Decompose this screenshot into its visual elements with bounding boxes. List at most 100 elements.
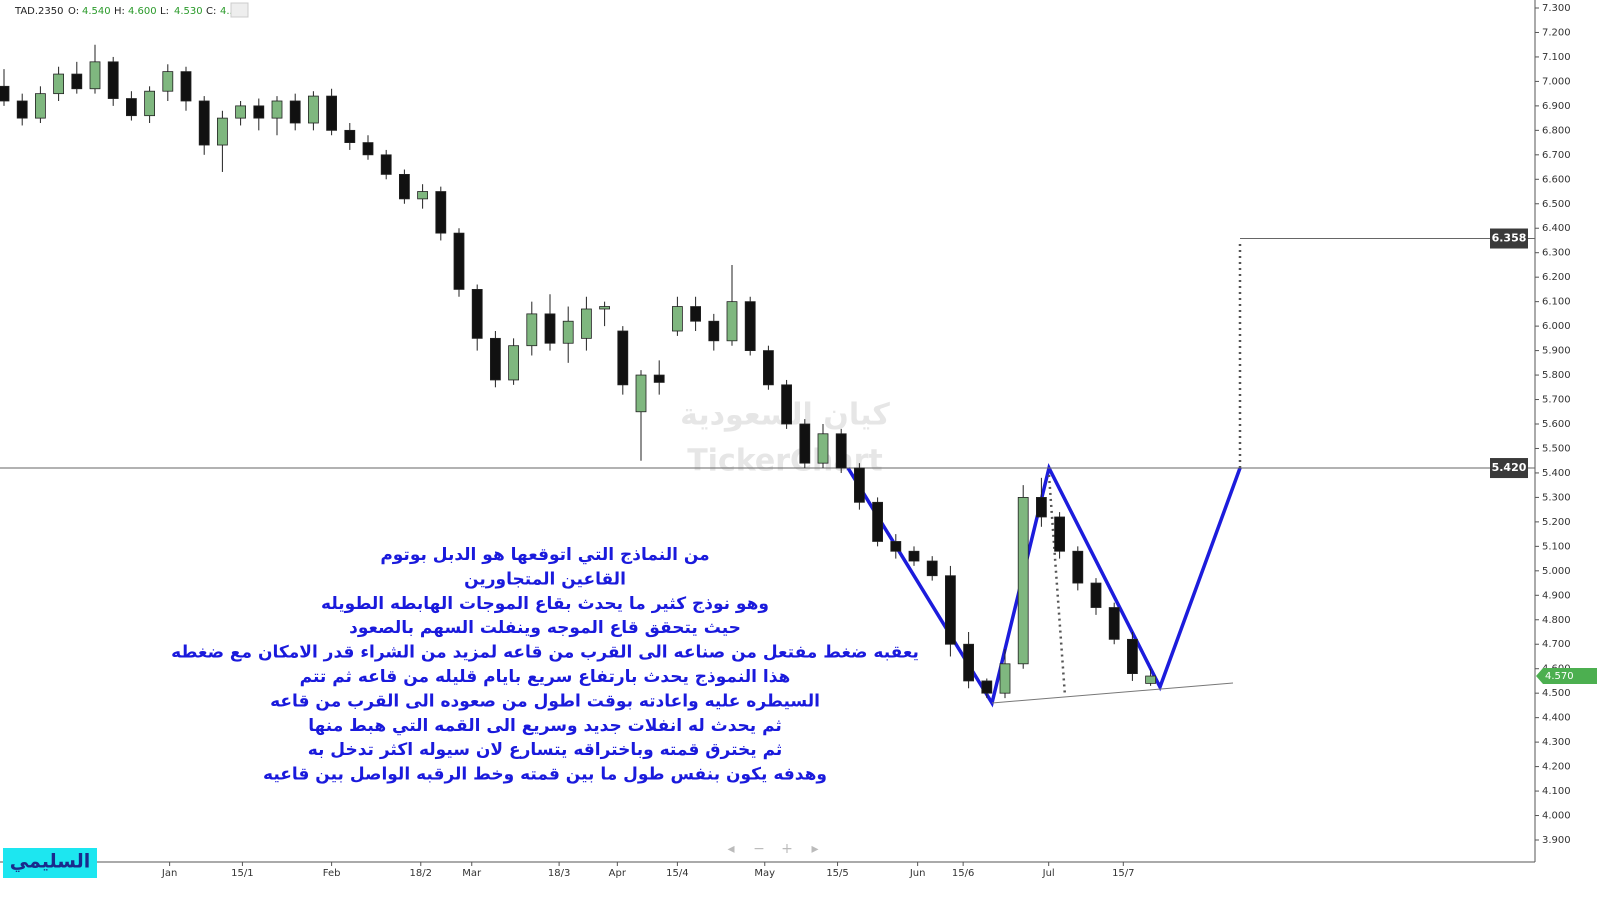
candle-body bbox=[726, 301, 738, 342]
y-tick-label: 5.000 bbox=[1542, 566, 1571, 577]
ohlc-value: 4.530 bbox=[174, 6, 203, 17]
ohlc-label: O: bbox=[68, 6, 79, 17]
annotation-line: من النماذج التي اتوقعها هو الدبل بوتوم bbox=[380, 545, 709, 565]
x-tick-label: Mar bbox=[462, 868, 482, 879]
nav-zoom-out[interactable]: − bbox=[753, 841, 765, 857]
candle-body bbox=[398, 173, 410, 200]
x-tick-label: Jul bbox=[1042, 868, 1055, 879]
candle-body bbox=[453, 232, 465, 290]
y-tick-label: 6.400 bbox=[1542, 223, 1571, 234]
candle-body bbox=[71, 73, 83, 90]
x-tick-label: 15/6 bbox=[952, 868, 974, 879]
y-tick-label: 6.600 bbox=[1542, 174, 1571, 185]
y-tick-label: 4.200 bbox=[1542, 762, 1571, 773]
candle-body bbox=[380, 154, 392, 175]
candle-body bbox=[581, 308, 592, 339]
candle-body bbox=[235, 105, 247, 119]
candle-body bbox=[307, 95, 319, 124]
y-tick-label: 4.900 bbox=[1542, 590, 1571, 601]
x-tick-label: 15/1 bbox=[231, 868, 253, 879]
annotation-line: القاعين المتجاورين bbox=[464, 569, 626, 589]
candle-body bbox=[653, 374, 665, 383]
ohlc-label: L: bbox=[160, 6, 169, 17]
candle-body bbox=[526, 313, 538, 347]
candle-body bbox=[1017, 497, 1029, 665]
candle-body bbox=[872, 501, 883, 542]
candle-body bbox=[690, 306, 701, 322]
candle-body bbox=[216, 117, 228, 146]
candle-body bbox=[544, 313, 556, 344]
candle-body bbox=[799, 423, 811, 464]
candle-body bbox=[617, 330, 629, 386]
candle-body bbox=[1127, 638, 1138, 675]
x-tick-label: May bbox=[754, 868, 775, 879]
candle-body bbox=[672, 306, 683, 332]
y-tick-label: 5.500 bbox=[1542, 443, 1571, 454]
annotation-line: ثم يخترق قمته وباختراقه يتسارع لان سيوله… bbox=[308, 740, 783, 760]
x-tick-label: Apr bbox=[609, 868, 627, 879]
price-level-label: 5.420 bbox=[1492, 461, 1527, 474]
y-tick-label: 5.400 bbox=[1542, 468, 1571, 479]
candle-body bbox=[35, 93, 46, 119]
candle-body bbox=[926, 560, 938, 577]
y-tick-label: 7.300 bbox=[1542, 3, 1571, 14]
candle-body bbox=[781, 384, 792, 425]
x-tick-label: 15/7 bbox=[1112, 868, 1134, 879]
x-tick-label: 18/2 bbox=[410, 868, 432, 879]
candle-body bbox=[817, 433, 829, 464]
candle-body bbox=[1036, 497, 1047, 518]
candle-body bbox=[1090, 582, 1102, 608]
candle-body bbox=[744, 301, 756, 351]
annotation-line: السيطره عليه واعادته بوقت اطول من صعوده … bbox=[270, 691, 820, 711]
candle-body bbox=[763, 350, 774, 386]
candle-body bbox=[635, 374, 647, 413]
y-tick-label: 5.200 bbox=[1542, 517, 1571, 528]
candle-body bbox=[180, 71, 192, 102]
candle-body bbox=[0, 85, 10, 102]
price-level-label: 6.358 bbox=[1492, 232, 1527, 245]
candle-body bbox=[890, 541, 902, 552]
y-tick-label: 6.800 bbox=[1542, 125, 1571, 136]
candle-body bbox=[835, 433, 847, 469]
x-tick-label: Jan bbox=[161, 868, 177, 879]
y-tick-label: 7.200 bbox=[1542, 27, 1571, 38]
more-button[interactable] bbox=[230, 2, 249, 18]
y-tick-label: 4.400 bbox=[1542, 713, 1571, 724]
annotation-line: يعقبه ضغط مفتعل من صناعه الى القرب من قا… bbox=[171, 643, 919, 663]
y-tick-label: 5.900 bbox=[1542, 346, 1571, 357]
y-tick-label: 7.100 bbox=[1542, 52, 1571, 63]
candle-body bbox=[981, 680, 993, 694]
candle-body bbox=[708, 320, 720, 342]
y-tick-label: 4.300 bbox=[1542, 737, 1571, 748]
y-tick-label: 4.700 bbox=[1542, 639, 1571, 650]
y-tick-label: 5.100 bbox=[1542, 541, 1571, 552]
ohlc-value: 4.540 bbox=[82, 6, 111, 17]
annotation-line: حيث يتحقق قاع الموجه وينفلت السهم بالصعو… bbox=[349, 618, 741, 638]
nav-zoom-in[interactable]: + bbox=[781, 841, 793, 857]
candle-body bbox=[489, 337, 501, 381]
candle-body bbox=[362, 142, 374, 156]
nav-right[interactable]: ▸ bbox=[811, 841, 818, 857]
y-tick-label: 4.000 bbox=[1542, 811, 1571, 822]
candle-body bbox=[89, 61, 101, 90]
candle-body bbox=[53, 73, 64, 95]
candle-body bbox=[562, 320, 574, 344]
y-tick-label: 5.600 bbox=[1542, 419, 1571, 430]
y-tick-label: 4.500 bbox=[1542, 688, 1571, 699]
candle-body bbox=[599, 306, 610, 310]
y-tick-label: 5.300 bbox=[1542, 492, 1571, 503]
neckline bbox=[991, 682, 1234, 704]
author-badge bbox=[3, 848, 97, 878]
x-tick-label: Feb bbox=[323, 868, 341, 879]
candle-body bbox=[198, 100, 210, 146]
y-tick-label: 6.100 bbox=[1542, 297, 1571, 308]
candle-body bbox=[945, 575, 956, 645]
y-tick-label: 7.000 bbox=[1542, 76, 1571, 87]
candle-body bbox=[435, 191, 447, 234]
nav-left[interactable]: ◂ bbox=[727, 841, 734, 857]
y-tick-label: 6.000 bbox=[1542, 321, 1571, 332]
candle-body bbox=[326, 95, 338, 131]
annotation-line: هذا النموذج يحدث بارتفاع سريع بايام قليل… bbox=[300, 667, 791, 687]
